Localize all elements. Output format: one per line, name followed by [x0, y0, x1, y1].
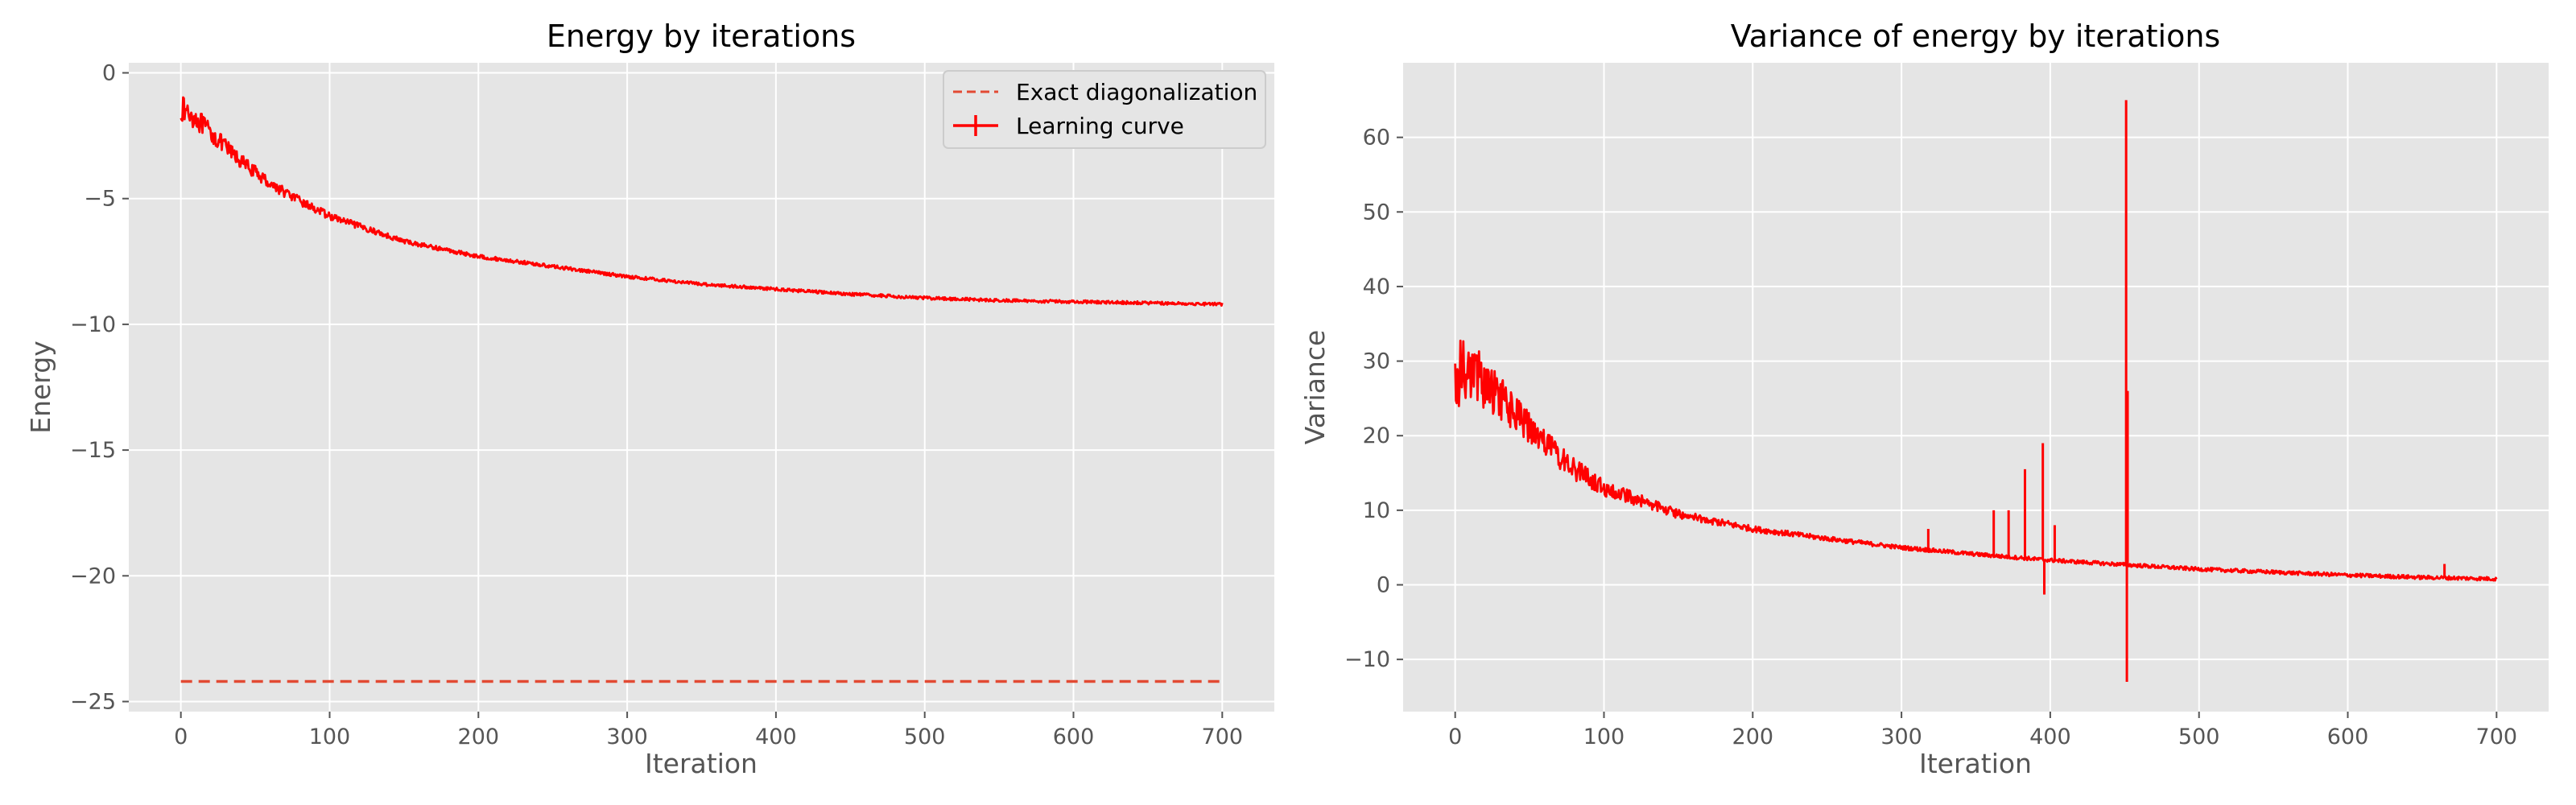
y-tick-label: 0: [1377, 573, 1390, 598]
energy-series: [180, 96, 1224, 683]
energy-grid: [129, 63, 1274, 712]
x-tick-label: 200: [458, 724, 500, 749]
x-tick-label: 100: [1583, 724, 1625, 749]
variance-chart-title: Variance of energy by iterations: [1731, 19, 2220, 54]
x-tick-label: 500: [2178, 724, 2220, 749]
energy-y-axis-label: Energy: [25, 341, 56, 434]
variance-series: [1454, 100, 2498, 682]
variance-chart: 0 100 200 300 400 500 600 700 −10 0 10 20 30 40 50 60 V…: [1299, 19, 2549, 779]
variance-x-axis-label: Iteration: [1919, 748, 2032, 779]
energy-plot-background: [129, 63, 1274, 712]
series-variance-line: [1454, 339, 2498, 582]
variance-plot-background: [1403, 63, 2549, 712]
variance-tick-labels: 0 100 200 300 400 500 600 700 −10 0 10 20 30 40 50 60: [1344, 126, 2517, 749]
energy-chart: 0 100 200 300 400 500 600 700 0 −5 −10 −15 −20 −25 En…: [25, 19, 1274, 779]
x-tick-label: 300: [1880, 724, 1922, 749]
y-tick-label: 20: [1363, 423, 1390, 448]
legend-label-exact-diagonalization: Exact diagonalization: [1016, 79, 1257, 105]
x-tick-label: 200: [1732, 724, 1774, 749]
series-learning-curve-line: [180, 96, 1224, 308]
y-tick-label: 50: [1363, 200, 1390, 225]
x-tick-label: 700: [1202, 724, 1244, 749]
energy-legend: Exact diagonalization Learning curve: [943, 70, 1266, 149]
y-tick-label: −5: [84, 187, 116, 212]
variance-y-axis-label: Variance: [1299, 330, 1331, 445]
x-tick-label: 300: [606, 724, 648, 749]
energy-x-axis-label: Iteration: [645, 748, 758, 779]
y-tick-label: −25: [70, 690, 116, 715]
x-tick-label: 0: [1448, 724, 1462, 749]
legend-box: [943, 70, 1266, 149]
energy-chart-title: Energy by iterations: [547, 19, 856, 54]
y-tick-label: −10: [1344, 647, 1390, 672]
x-tick-label: 400: [2029, 724, 2071, 749]
x-tick-label: 700: [2476, 724, 2518, 749]
y-tick-label: 0: [102, 60, 116, 85]
y-tick-label: 30: [1363, 349, 1390, 374]
x-tick-label: 100: [309, 724, 351, 749]
legend-label-learning-curve: Learning curve: [1016, 113, 1184, 139]
x-tick-label: 600: [1053, 724, 1095, 749]
y-tick-label: −20: [70, 564, 116, 588]
variance-grid: [1403, 63, 2549, 712]
y-tick-label: −15: [70, 438, 116, 463]
y-tick-label: 10: [1363, 498, 1390, 523]
x-tick-label: 0: [174, 724, 188, 749]
y-tick-label: −10: [70, 312, 116, 337]
x-tick-label: 400: [755, 724, 797, 749]
y-tick-label: 60: [1363, 126, 1390, 151]
y-tick-label: 40: [1363, 275, 1390, 299]
x-tick-label: 600: [2327, 724, 2369, 749]
energy-tick-labels: 0 100 200 300 400 500 600 700 0 −5 −10 −15 −20 −25: [70, 60, 1243, 749]
x-tick-label: 500: [904, 724, 946, 749]
